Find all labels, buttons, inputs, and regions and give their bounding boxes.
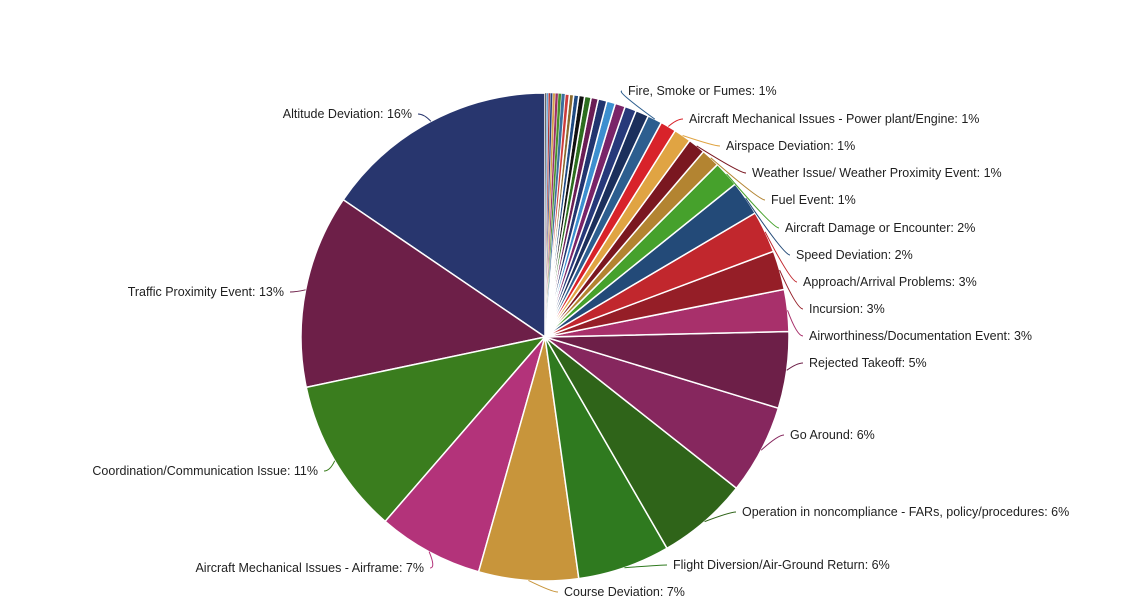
slice-label: Fuel Event: 1%: [771, 193, 856, 207]
slice-label: Airspace Deviation: 1%: [726, 139, 855, 153]
leader-line: [764, 231, 798, 283]
leader-line: [726, 173, 780, 229]
pie-slice[interactable]: [305, 335, 548, 523]
slice-label: Weather Issue/ Weather Proximity Event: …: [752, 166, 1002, 180]
leader-line: [528, 579, 559, 593]
leader-line: [710, 157, 766, 201]
slice-label: Flight Diversion/Air-Ground Return: 6%: [673, 558, 890, 572]
leader-line: [289, 289, 306, 293]
leader-line: [682, 135, 721, 147]
leader-line: [624, 564, 668, 569]
leader-line: [428, 551, 434, 569]
leader-line: [667, 118, 684, 127]
slice-label: Traffic Proximity Event: 13%: [128, 285, 284, 299]
slice-label: Speed Deviation: 2%: [796, 248, 913, 262]
leader-line: [620, 90, 656, 120]
leader-line: [323, 460, 336, 472]
leader-line: [786, 362, 804, 371]
leader-line: [417, 113, 432, 122]
leader-lines: [289, 90, 804, 593]
slice-label: Rejected Takeoff: 5%: [809, 356, 927, 370]
pie-slice[interactable]: [342, 92, 546, 339]
slice-label: Coordination/Communication Issue: 11%: [92, 464, 318, 478]
slice-label: Course Deviation: 7%: [564, 585, 685, 599]
slice-label: Airworthiness/Documentation Event: 3%: [809, 329, 1032, 343]
leader-line: [745, 197, 791, 256]
pie-slice[interactable]: [300, 198, 547, 389]
leader-line: [704, 511, 737, 523]
slice-label: Operation in noncompliance - FARs, polic…: [742, 505, 1069, 519]
slice-label: Approach/Arrival Problems: 3%: [803, 275, 977, 289]
leader-line: [696, 145, 747, 174]
slice-labels: Altitude Deviation: 16% Traffic Proximity…: [92, 84, 1069, 599]
slice-label: Go Around: 6%: [790, 428, 875, 442]
slice-label: Aircraft Damage or Encounter: 2%: [785, 221, 975, 235]
pie-slice[interactable]: [384, 336, 546, 573]
slice-label: Aircraft Mechanical Issues - Airframe: 7…: [195, 561, 424, 575]
slice-label: Fire, Smoke or Fumes: 1%: [628, 84, 777, 98]
leader-line: [760, 434, 785, 451]
pie-slice[interactable]: [544, 92, 547, 338]
leader-line: [787, 310, 804, 337]
slice-label: Aircraft Mechanical Issues - Power plant…: [689, 112, 979, 126]
slice-label: Altitude Deviation: 16%: [283, 107, 412, 121]
leader-line: [779, 269, 804, 310]
slice-label: Incursion: 3%: [809, 302, 885, 316]
pie-slices: [300, 92, 790, 582]
